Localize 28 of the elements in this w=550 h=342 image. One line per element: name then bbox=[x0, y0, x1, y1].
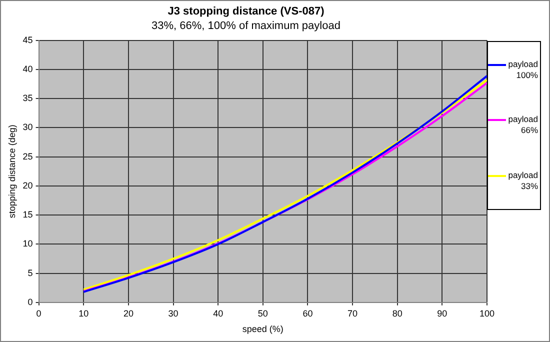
x-tick-label: 20 bbox=[123, 308, 134, 318]
y-tick-label: 5 bbox=[28, 268, 33, 278]
y-tick-label: 25 bbox=[22, 151, 33, 162]
chart-title: J3 stopping distance (VS-087) bbox=[168, 6, 325, 18]
chart-subtitle: 33%, 66%, 100% of maximum payload bbox=[152, 20, 340, 32]
y-tick-label: 45 bbox=[22, 34, 33, 45]
x-tick-label: 90 bbox=[437, 308, 448, 318]
y-tick-label: 20 bbox=[22, 180, 33, 190]
x-tick-label: 60 bbox=[302, 308, 313, 318]
y-tick-label: 10 bbox=[22, 238, 33, 249]
y-tick-label: 35 bbox=[22, 93, 33, 104]
x-tick-label: 80 bbox=[392, 308, 402, 318]
y-tick-label: 30 bbox=[22, 122, 33, 132]
x-tick-label: 10 bbox=[78, 308, 89, 318]
x-tick-label: 40 bbox=[213, 308, 224, 318]
y-axis-title: stopping distance (deg) bbox=[6, 124, 17, 218]
y-tick-label: 40 bbox=[22, 64, 33, 74]
legend-label: payload 33% bbox=[508, 170, 538, 192]
y-tick-label: 0 bbox=[28, 296, 33, 307]
x-tick-label: 50 bbox=[258, 308, 268, 318]
y-tick-label: 15 bbox=[22, 210, 33, 220]
x-axis-title: speed (%) bbox=[242, 324, 284, 334]
x-tick-label: 100 bbox=[479, 308, 495, 318]
x-tick-label: 70 bbox=[348, 308, 358, 318]
x-tick-label: 30 bbox=[168, 308, 178, 318]
x-tick-label: 0 bbox=[36, 308, 42, 318]
legend-label: payload 100% bbox=[508, 58, 538, 81]
legend-label: payload 66% bbox=[508, 114, 538, 136]
